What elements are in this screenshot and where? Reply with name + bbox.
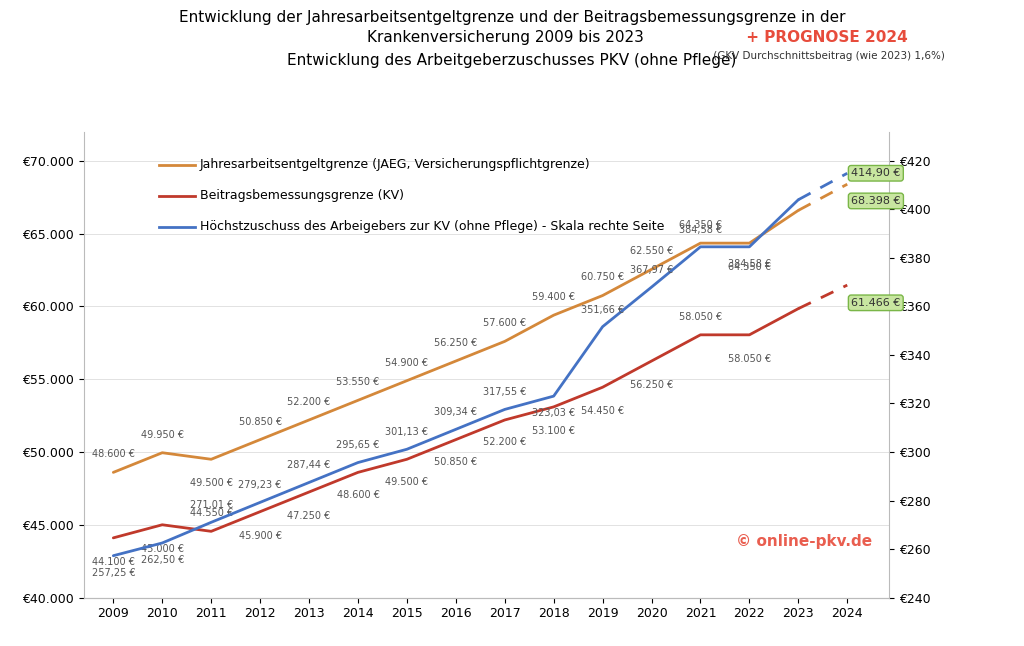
Text: 52.200 €: 52.200 € (288, 397, 331, 407)
Text: 48.600 €: 48.600 € (92, 449, 135, 459)
Text: 64.350 €: 64.350 € (728, 262, 771, 272)
Text: 49.500 €: 49.500 € (189, 478, 232, 488)
Text: Entwicklung des Arbeitgeberzuschusses PKV (ohne Pflege): Entwicklung des Arbeitgeberzuschusses PK… (288, 53, 736, 68)
Text: 54.450 €: 54.450 € (581, 406, 625, 416)
Text: 49.500 €: 49.500 € (385, 477, 428, 486)
Text: 59.400 €: 59.400 € (532, 292, 575, 302)
Text: 58.050 €: 58.050 € (679, 312, 722, 322)
Text: Jahresarbeitsentgeltgrenze (JAEG, Versicherungspflichtgrenze): Jahresarbeitsentgeltgrenze (JAEG, Versic… (200, 158, 590, 171)
Text: 257,25 €: 257,25 € (91, 568, 135, 578)
Text: 64.350 €: 64.350 € (679, 220, 722, 230)
Text: 53.550 €: 53.550 € (336, 377, 380, 387)
Text: Höchstzuschuss des Arbeigebers zur KV (ohne Pflege) - Skala rechte Seite: Höchstzuschuss des Arbeigebers zur KV (o… (200, 220, 664, 233)
Text: 52.200 €: 52.200 € (483, 437, 526, 448)
Text: 61.466 €: 61.466 € (851, 298, 900, 307)
Text: 48.600 €: 48.600 € (337, 490, 380, 500)
Text: 45.900 €: 45.900 € (239, 530, 282, 541)
Text: 317,55 €: 317,55 € (483, 388, 526, 397)
Text: Beitragsbemessungsgrenze (KV): Beitragsbemessungsgrenze (KV) (200, 189, 403, 202)
Text: 60.750 €: 60.750 € (581, 273, 625, 282)
Text: 287,44 €: 287,44 € (288, 461, 331, 470)
Text: 384,58 €: 384,58 € (679, 225, 722, 234)
Text: 54.900 €: 54.900 € (385, 358, 428, 368)
Text: 47.250 €: 47.250 € (288, 511, 331, 521)
Text: 68.398 €: 68.398 € (851, 196, 901, 206)
Text: 279,23 €: 279,23 € (239, 480, 282, 490)
Text: © online-pkv.de: © online-pkv.de (736, 534, 872, 549)
Text: 45.000 €: 45.000 € (140, 544, 183, 554)
Text: 295,65 €: 295,65 € (336, 441, 380, 450)
Text: 323,03 €: 323,03 € (532, 408, 575, 418)
Text: 384,58 €: 384,58 € (728, 259, 771, 269)
Text: Entwicklung der Jahresarbeitsentgeltgrenze und der Beitragsbemessungsgrenze in d: Entwicklung der Jahresarbeitsentgeltgren… (179, 10, 845, 25)
Text: + PROGNOSE 2024: + PROGNOSE 2024 (741, 30, 908, 45)
Text: 58.050 €: 58.050 € (728, 354, 771, 364)
Text: 414,90 €: 414,90 € (851, 168, 900, 178)
Text: 57.600 €: 57.600 € (483, 318, 526, 328)
Text: 62.550 €: 62.550 € (630, 246, 673, 256)
Text: 351,66 €: 351,66 € (581, 304, 625, 315)
Text: (GKV Durchschnittsbeitrag (wie 2023) 1,6%): (GKV Durchschnittsbeitrag (wie 2023) 1,6… (710, 51, 944, 61)
Text: 301,13 €: 301,13 € (385, 427, 428, 437)
Text: 56.250 €: 56.250 € (630, 380, 673, 390)
Text: Krankenversicherung 2009 bis 2023: Krankenversicherung 2009 bis 2023 (367, 30, 643, 45)
Text: 53.100 €: 53.100 € (532, 426, 575, 436)
Text: 50.850 €: 50.850 € (239, 417, 282, 426)
Text: 44.550 €: 44.550 € (189, 508, 232, 518)
Text: 262,50 €: 262,50 € (140, 555, 184, 565)
Text: 367,97 €: 367,97 € (630, 265, 673, 275)
Text: 56.250 €: 56.250 € (434, 338, 477, 348)
Text: 50.850 €: 50.850 € (434, 457, 477, 467)
Text: 49.950 €: 49.950 € (140, 430, 183, 440)
Text: 44.100 €: 44.100 € (92, 557, 135, 567)
Text: 309,34 €: 309,34 € (434, 407, 477, 417)
Text: 271,01 €: 271,01 € (189, 500, 232, 510)
